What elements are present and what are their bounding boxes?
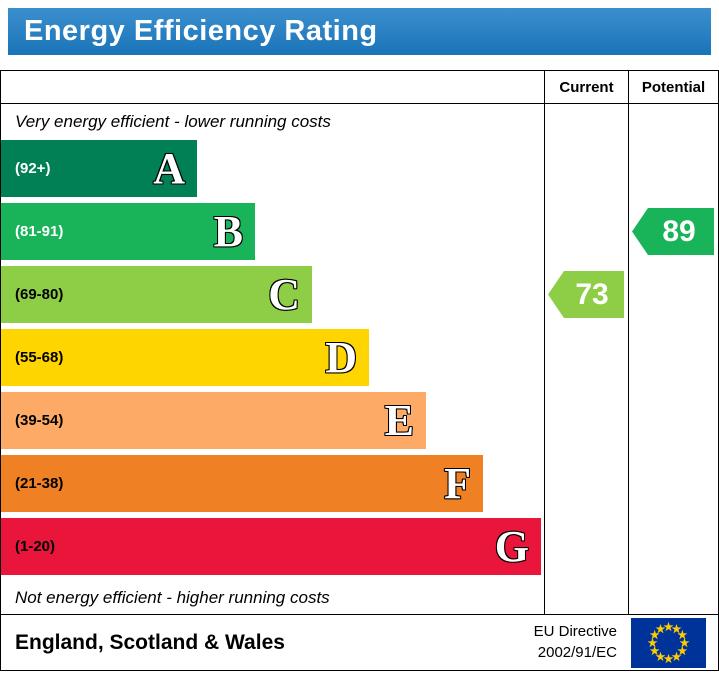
- band-row-f: (21-38) F: [1, 455, 544, 518]
- header-spacer: [1, 71, 544, 104]
- band-range-c: (69-80): [15, 286, 64, 303]
- band-row-d: (55-68) D: [1, 329, 544, 392]
- band-bar-e: (39-54) E: [1, 392, 426, 449]
- band-row-a: (92+) A: [1, 140, 544, 203]
- band-range-a: (92+): [15, 160, 51, 177]
- region-label: England, Scotland & Wales: [15, 630, 285, 654]
- current-rating-column: 73: [544, 104, 628, 614]
- potential-column-header: Potential: [628, 71, 718, 104]
- band-range-e: (39-54): [15, 412, 64, 429]
- band-bar-a: (92+) A: [1, 140, 197, 197]
- band-bar-g: (1-20) G: [1, 518, 541, 575]
- chart-grid: Current Potential Very energy efficient …: [1, 71, 718, 614]
- eu-directive-label: EU Directive 2002/91/EC: [534, 622, 617, 663]
- eu-directive-line2: 2002/91/EC: [537, 643, 617, 661]
- band-range-f: (21-38): [15, 475, 64, 492]
- band-letter-b: B: [213, 206, 243, 256]
- bottom-note: Not energy efficient - higher running co…: [15, 587, 330, 607]
- band-range-d: (55-68): [15, 349, 64, 366]
- band-bar-c: (69-80) C: [1, 266, 312, 323]
- band-bar-f: (21-38) F: [1, 455, 483, 512]
- top-note: Very energy efficient - lower running co…: [15, 112, 331, 131]
- band-letter-e: E: [384, 395, 414, 445]
- band-letter-a: A: [153, 143, 185, 193]
- chart-title-banner: Energy Efficiency Rating: [8, 8, 711, 55]
- potential-rating-column: 89: [628, 104, 718, 614]
- band-letter-c: C: [268, 269, 300, 319]
- band-row-g: (1-20) G: [1, 518, 544, 581]
- band-row-b: (81-91) B: [1, 203, 544, 266]
- current-rating-arrow: 73: [548, 271, 624, 318]
- eu-flag-icon: [631, 617, 706, 668]
- potential-rating-arrow: 89: [632, 208, 714, 255]
- chart-frame: Current Potential Very energy efficient …: [0, 70, 719, 671]
- band-letter-g: G: [494, 521, 529, 571]
- current-column-header: Current: [544, 71, 628, 104]
- band-range-g: (1-20): [15, 538, 56, 555]
- band-row-c: (69-80) C: [1, 266, 544, 329]
- bands-area: Very energy efficient - lower running co…: [1, 104, 544, 614]
- band-letter-d: D: [325, 332, 357, 382]
- band-range-b: (81-91): [15, 223, 64, 240]
- eu-directive-line1: EU Directive: [533, 623, 617, 641]
- band-bar-b: (81-91) B: [1, 203, 255, 260]
- chart-title: Energy Efficiency Rating: [24, 15, 378, 47]
- chart-footer: England, Scotland & Wales EU Directive 2…: [1, 614, 718, 670]
- band-row-e: (39-54) E: [1, 392, 544, 455]
- band-bar-d: (55-68) D: [1, 329, 369, 386]
- epc-energy-efficiency-chart: Energy Efficiency Rating Current Potenti…: [0, 8, 719, 671]
- rating-bands: (92+) A (81-91) B (69-80) C (55-68) D (39-54) E (2…: [1, 140, 544, 581]
- band-letter-f: F: [444, 458, 471, 508]
